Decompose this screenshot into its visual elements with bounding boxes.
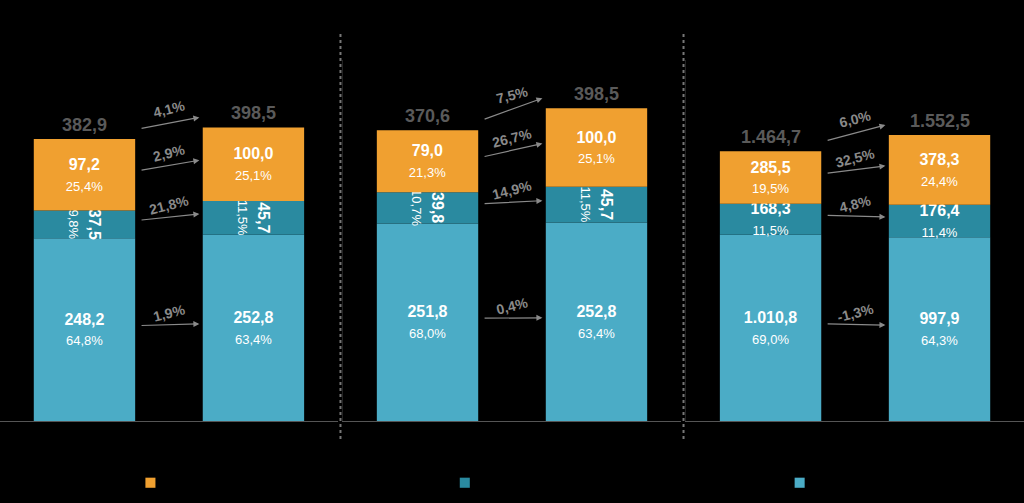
svg-text:100,025,1%: 100,025,1% [576, 129, 616, 167]
svg-text:378,324,4%: 378,324,4% [919, 151, 959, 189]
svg-text:1.464,7: 1.464,7 [741, 127, 801, 147]
svg-text:-1,3%: -1,3% [836, 301, 876, 326]
svg-text:168,311,5%: 168,311,5% [750, 200, 790, 238]
svg-text:176,411,4%: 176,411,4% [919, 202, 959, 240]
svg-text:252,863,4%: 252,863,4% [233, 309, 273, 347]
svg-text:1,9%: 1,9% [152, 301, 187, 324]
svg-text:100,025,1%: 100,025,1% [233, 145, 273, 183]
svg-text:285,519,5%: 285,519,5% [750, 159, 790, 197]
svg-text:39,810,7%: 39,810,7% [409, 189, 447, 226]
svg-text:26,7%: 26,7% [491, 125, 534, 150]
svg-text:14,9%: 14,9% [491, 177, 534, 202]
svg-text:21,8%: 21,8% [148, 192, 191, 217]
svg-text:251,868,0%: 251,868,0% [407, 303, 447, 341]
svg-text:37,59,8%: 37,59,8% [66, 209, 104, 240]
svg-text:45,711,5%: 45,711,5% [235, 200, 273, 236]
svg-text:370,6: 370,6 [405, 106, 450, 126]
svg-text:2,9%: 2,9% [151, 141, 186, 164]
svg-text:32,5%: 32,5% [834, 145, 877, 170]
svg-text:1.010,869,0%: 1.010,869,0% [744, 309, 797, 347]
svg-text:1.552,5: 1.552,5 [910, 111, 970, 131]
svg-text:7,5%: 7,5% [494, 83, 529, 106]
svg-text:248,264,8%: 248,264,8% [64, 311, 104, 349]
svg-text:6,0%: 6,0% [838, 107, 873, 130]
svg-text:4,8%: 4,8% [838, 192, 873, 215]
svg-text:45,711,5%: 45,711,5% [578, 187, 616, 223]
svg-text:382,9: 382,9 [62, 115, 107, 135]
svg-text:4,1%: 4,1% [152, 97, 187, 120]
svg-text:398,5: 398,5 [231, 103, 276, 123]
svg-text:997,964,3%: 997,964,3% [919, 310, 959, 348]
svg-text:398,5: 398,5 [574, 84, 619, 104]
svg-text:79,021,3%: 79,021,3% [409, 142, 446, 180]
svg-text:97,225,4%: 97,225,4% [66, 156, 103, 194]
svg-text:0,4%: 0,4% [495, 294, 530, 317]
svg-text:252,863,4%: 252,863,4% [576, 303, 616, 341]
